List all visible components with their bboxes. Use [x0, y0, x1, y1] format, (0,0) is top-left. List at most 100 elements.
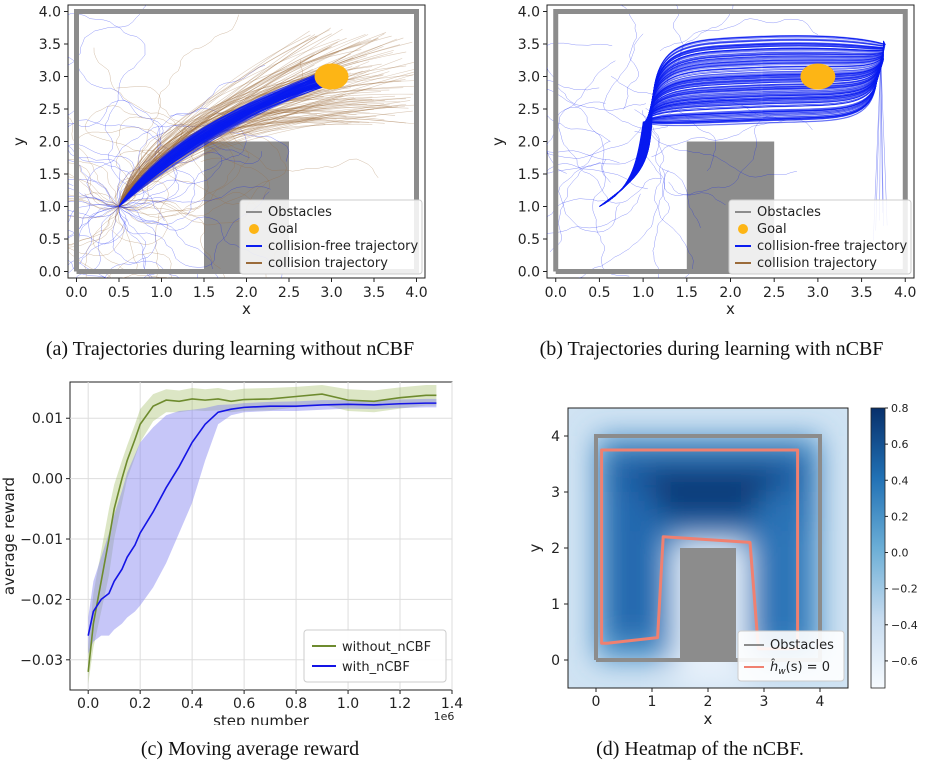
collision-free-trajectory [599, 57, 884, 207]
y-tick-label: 1.5 [518, 167, 540, 183]
panel-d: 0 1 2 3 4 0 1 2 3 4 x y Obstacles ĥw(s) = 0 0.8 0.6 0.4 0… [478, 370, 939, 728]
heat-region [646, 469, 776, 515]
y-tick-label: 3.0 [518, 70, 540, 86]
exploration-trajectory [547, 150, 620, 164]
exploration-trajectory [549, 156, 641, 253]
x-tick-label: 1.0 [632, 285, 654, 301]
y-tick-label: 2.5 [518, 102, 540, 118]
x-multiplier-label: 1e6 [434, 710, 455, 723]
descending-trajectory [880, 56, 888, 226]
legend: Obstacles Goal collision-free trajectory co… [728, 199, 912, 275]
x-tick-label: 2.0 [235, 285, 257, 301]
random-trajectory [118, 186, 271, 207]
exploration-trajectory [547, 67, 646, 111]
collision-trajectory [118, 98, 374, 207]
collision-trajectory [118, 38, 340, 207]
x-tick-label: 2.5 [763, 285, 785, 301]
y-tick-label: 0.5 [39, 232, 61, 248]
colorbar-tick-label: −0.2 [891, 583, 918, 596]
random-trajectory [68, 199, 120, 211]
x-axis-label: x [704, 710, 713, 725]
exploration-trajectory [634, 109, 701, 228]
x-tick-label: 0.5 [108, 285, 130, 301]
colorbar-tick-label: 0.4 [891, 474, 909, 487]
collision-trajectory [118, 79, 406, 207]
collision-trajectory [118, 93, 347, 207]
x-tick-label: 0.5 [588, 285, 610, 301]
exploration-trajectory [547, 193, 641, 235]
trajectory-plot-without-ncbf: 0.0 0.5 1.0 1.5 2.0 2.5 3.0 3.5 4.0 0.0 0.5 1.0 1.5 2… [10, 4, 428, 318]
legend-label: Obstacles [770, 638, 834, 653]
random-trajectory [68, 206, 173, 278]
random-trajectory [68, 176, 120, 207]
exploration-trajectory [603, 33, 669, 130]
collision-trajectory [118, 49, 362, 207]
y-tick-label: 0.0 [39, 265, 61, 281]
y-tick-label: −0.02 [20, 592, 63, 608]
random-trajectory [93, 47, 236, 218]
collision-trajectory [118, 41, 413, 207]
exploration-trajectory [652, 168, 670, 278]
random-trajectory [68, 119, 178, 209]
random-trajectory [118, 108, 247, 212]
y-tick-label: 2.0 [518, 135, 540, 151]
heat-region [758, 492, 804, 644]
y-tick-label: 4.0 [39, 5, 61, 21]
y-axis-label: y [526, 543, 544, 552]
collision-trajectory [118, 29, 330, 207]
random-trajectory [68, 201, 120, 208]
collision-trajectory [118, 44, 401, 207]
collision-trajectory [118, 38, 379, 207]
y-tick-label: 3.5 [39, 37, 61, 53]
random-trajectory [68, 117, 120, 207]
legend-label: collision-free trajectory [757, 239, 908, 254]
exploration-trajectory [643, 155, 694, 278]
random-trajectory [68, 109, 120, 207]
x-tick-label: 1.4 [441, 696, 463, 712]
random-trajectory [68, 145, 145, 208]
x-tick-label: 1.0 [337, 696, 359, 712]
random-trajectory [68, 205, 120, 266]
random-trajectory [118, 121, 379, 207]
x-tick-label: 0.8 [285, 696, 307, 712]
y-tick-label: 2.0 [39, 135, 61, 151]
random-trajectory [111, 179, 169, 246]
y-tick-label: 0 [551, 653, 560, 669]
collision-free-trajectory [118, 69, 332, 207]
random-trajectory [86, 125, 290, 207]
collision-trajectory [118, 30, 310, 207]
y-axis-label: y [489, 137, 507, 146]
collision-trajectory [118, 110, 396, 207]
y-tick-label: 1.0 [518, 200, 540, 216]
y-tick-label: 4 [551, 429, 560, 445]
caption-d: (d) Heatmap of the nCBF. [596, 738, 804, 760]
x-tick-label: 1 [648, 694, 657, 710]
random-trajectory [68, 57, 164, 207]
exploration-trajectory [547, 163, 648, 190]
legend-label: with_nCBF [342, 660, 410, 675]
x-tick-label: 1.2 [389, 696, 411, 712]
random-trajectory [118, 206, 198, 278]
collision-free-trajectory [118, 78, 332, 207]
random-trajectory [118, 14, 239, 224]
random-trajectory [68, 206, 138, 278]
x-tick-label: 2.0 [719, 285, 741, 301]
random-trajectory [118, 206, 152, 278]
exploration-trajectory [642, 110, 726, 206]
reward-chart: 0.0 0.2 0.4 0.6 0.8 1.0 1.2 1.4 −0.03 −0.02 −0.01 0… [0, 381, 463, 730]
exploration-trajectory [547, 60, 616, 174]
y-axis-label: average reward [0, 477, 18, 595]
collision-free-trajectory [118, 78, 332, 207]
collision-free-trajectory [599, 50, 884, 207]
x-tick-label: 3 [760, 694, 769, 710]
legend-box [728, 199, 912, 275]
exploration-trajectory [668, 115, 772, 196]
random-trajectory [118, 180, 270, 217]
y-tick-label: 3.5 [518, 37, 540, 53]
x-tick-label: 4.0 [405, 285, 427, 301]
x-tick-label: 0.6 [233, 696, 255, 712]
x-tick-label: 3.0 [320, 285, 342, 301]
random-trajectory [68, 206, 120, 246]
random-trajectory [68, 197, 120, 278]
x-tick-label: 3.0 [807, 285, 829, 301]
